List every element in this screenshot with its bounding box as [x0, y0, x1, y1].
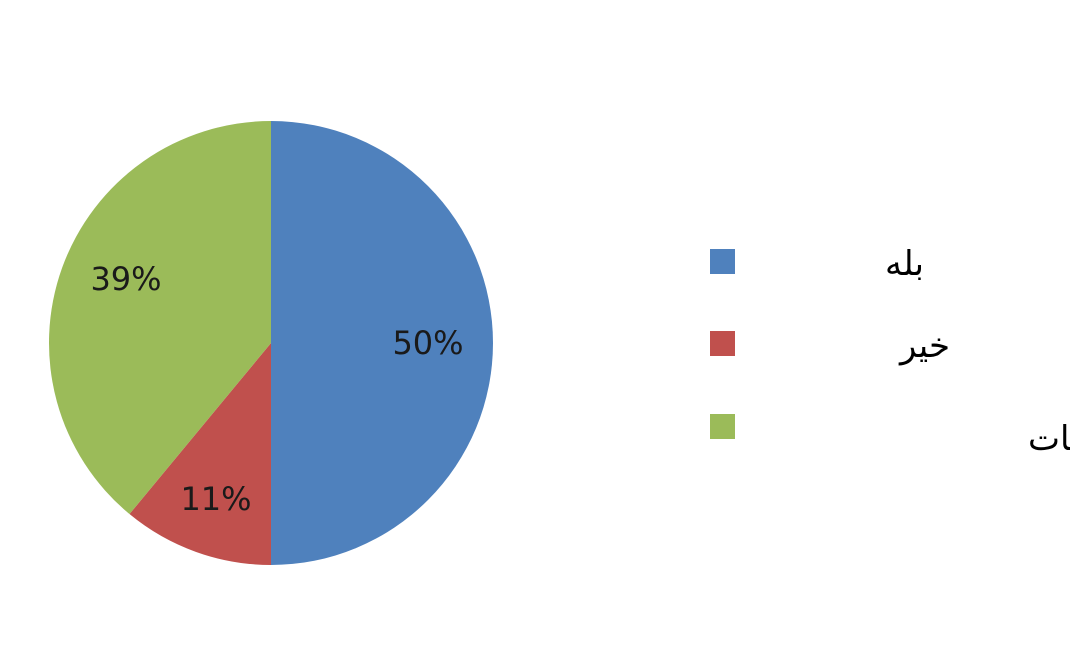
legend-label-0: بله	[885, 244, 924, 284]
pie-slice-2	[49, 121, 271, 515]
slice-labels: 50% 11% 39%	[90, 260, 463, 518]
slice-label-1: 11%	[180, 480, 251, 518]
legend: بله خیر گاهی اوقات	[710, 244, 1070, 459]
legend-swatch-2	[710, 414, 735, 439]
pie-slices	[49, 121, 493, 565]
legend-swatch-1	[710, 331, 735, 356]
pie-slice-1	[129, 343, 271, 565]
legend-label-1: خیر	[898, 326, 950, 366]
legend-swatch-0	[710, 249, 735, 274]
slice-label-0: 50%	[392, 324, 463, 362]
legend-label-2: گاهی اوقات	[1028, 419, 1070, 459]
pie-slice-0	[271, 121, 493, 565]
slice-label-2: 39%	[90, 260, 161, 298]
